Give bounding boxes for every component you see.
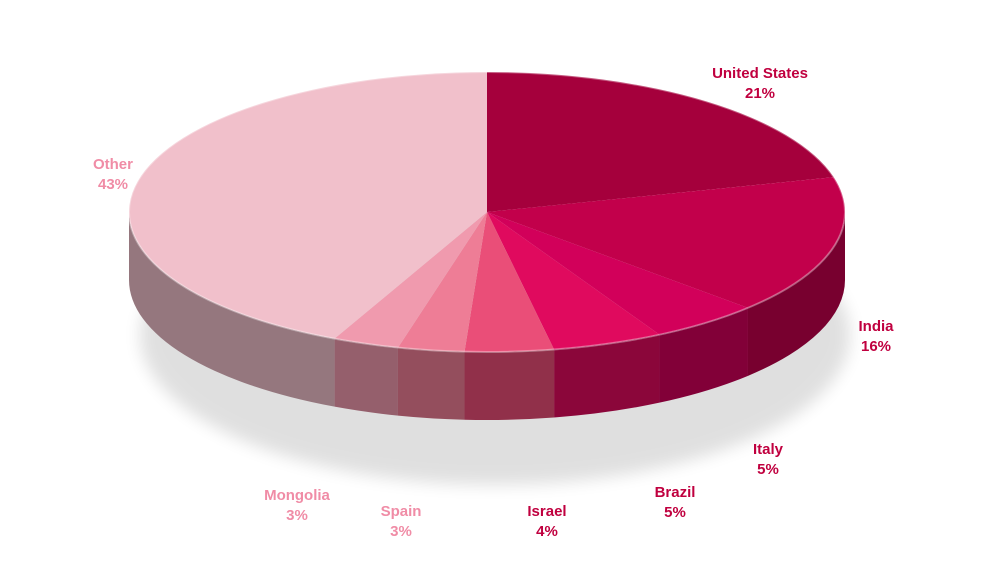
pie-slice-italy	[487, 212, 748, 335]
label-name: United States	[712, 65, 808, 82]
pie-labels: United States 21%India 16%Italy 5%Brazil 5%I…	[93, 65, 894, 540]
pie-slice-israel	[464, 212, 555, 353]
label-percent: 3%	[286, 507, 308, 524]
label-name: Israel	[527, 503, 566, 520]
label-name: Other	[93, 156, 133, 173]
label-name: Spain	[381, 503, 422, 520]
pie-side-india	[747, 212, 845, 376]
pie-slice-india	[487, 177, 845, 308]
label-name: India	[858, 318, 894, 335]
pie-side-spain	[397, 347, 465, 420]
pie-sides	[129, 212, 845, 421]
label-spain: Spain 3%	[381, 503, 422, 540]
pie-slice-other	[129, 72, 487, 339]
label-percent: 43%	[98, 176, 128, 193]
label-brazil: Brazil 5%	[655, 484, 696, 521]
label-percent: 16%	[861, 338, 891, 355]
label-other: Other 43%	[93, 156, 133, 193]
label-israel: Israel 4%	[527, 503, 566, 540]
pie-side-italy	[659, 307, 748, 403]
pie-slice-mongolia	[334, 212, 487, 348]
label-italy: Italy 5%	[753, 441, 784, 478]
pie-side-other	[129, 212, 335, 407]
pie-side-brazil	[554, 334, 660, 418]
label-india: India 16%	[858, 318, 894, 355]
pie-side-israel	[464, 349, 555, 421]
label-name: Mongolia	[264, 487, 330, 504]
pie-slice-brazil	[487, 212, 660, 350]
label-percent: 3%	[390, 523, 412, 540]
label-percent: 4%	[536, 523, 558, 540]
pie-slice-spain	[397, 212, 487, 352]
label-name: Italy	[753, 441, 784, 458]
pie-top-slices	[128, 71, 846, 353]
label-name: Brazil	[655, 484, 696, 501]
pie-rim	[128, 71, 846, 353]
label-percent: 21%	[745, 85, 775, 102]
label-mongolia: Mongolia 3%	[264, 487, 330, 524]
pie-side-mongolia	[334, 338, 398, 416]
label-united-states: United States 21%	[712, 65, 808, 102]
label-percent: 5%	[757, 461, 779, 478]
pie-slice-united-states	[487, 72, 834, 212]
label-percent: 5%	[664, 504, 686, 521]
